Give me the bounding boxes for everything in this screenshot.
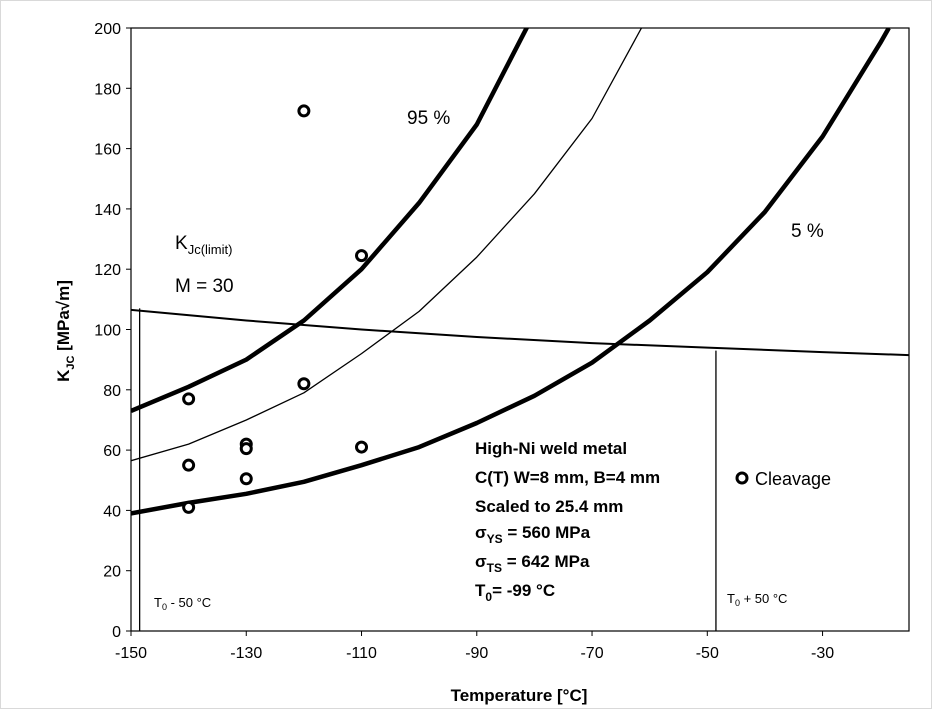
data-point <box>355 440 369 454</box>
x-tick-label: -90 <box>465 645 488 662</box>
curve-median <box>131 28 643 462</box>
x-axis-title: Temperature [°C] <box>451 686 588 705</box>
x-tick-label: -30 <box>811 645 834 662</box>
y-tick-label: 180 <box>94 81 121 98</box>
info-t0: T0= -99 °C <box>475 581 555 604</box>
legend: Cleavage <box>735 469 831 489</box>
data-point-layer <box>182 104 369 514</box>
x-tick-label: -150 <box>115 645 147 662</box>
curve-95-percent <box>131 28 530 413</box>
x-tick-label: -130 <box>230 645 262 662</box>
t0-plus-label: T0 + 50 °C <box>727 591 787 608</box>
legend-label: Cleavage <box>755 469 831 489</box>
y-tick-label: 20 <box>103 564 121 581</box>
data-point <box>355 249 369 263</box>
info-box: High-Ni weld metal C(T) W=8 mm, B=4 mm S… <box>475 439 660 604</box>
x-tick-label: -70 <box>580 645 603 662</box>
data-point <box>239 472 253 486</box>
y-tick-label: 60 <box>103 443 121 460</box>
y-axis-title: KJC [MPa√m] <box>54 280 77 382</box>
reference-line-layer <box>138 308 717 631</box>
y-tick-label: 0 <box>112 624 121 641</box>
y-tick-label: 40 <box>103 503 121 520</box>
y-tick-label: 80 <box>103 383 121 400</box>
data-point <box>239 442 253 456</box>
y-tick-label: 160 <box>94 142 121 159</box>
curve-label-5: 5 % <box>791 221 824 242</box>
curve-5-percent <box>131 28 891 516</box>
info-tensile-strength: σTS = 642 MPa <box>475 552 590 575</box>
data-point <box>182 392 196 406</box>
t0-minus-label: T0 - 50 °C <box>154 595 211 612</box>
y-tick-label: 120 <box>94 262 121 279</box>
x-tick-label: -50 <box>696 645 719 662</box>
legend-marker <box>735 471 749 485</box>
klimit-label: KJc(limit) <box>175 233 232 257</box>
tick-label-layer: 0 20 40 60 80 100 120 140 160 180 200 -150 -130 -110 -… <box>94 21 834 662</box>
klimit-line <box>131 308 909 357</box>
y-tick-label: 100 <box>94 323 121 340</box>
info-yield-strength: σYS = 560 MPa <box>475 523 591 546</box>
data-point <box>297 377 311 391</box>
data-point <box>182 500 196 514</box>
x-tick-label: -110 <box>346 645 377 662</box>
m-value-label: M = 30 <box>175 276 234 297</box>
curve-layer <box>131 28 909 516</box>
y-tick-label: 200 <box>94 21 121 38</box>
data-point <box>297 104 311 118</box>
info-scaling: Scaled to 25.4 mm <box>475 497 623 516</box>
info-specimen: C(T) W=8 mm, B=4 mm <box>475 468 660 487</box>
curve-label-95: 95 % <box>407 108 450 129</box>
y-tick-label: 140 <box>94 202 121 219</box>
info-material: High-Ni weld metal <box>475 439 627 458</box>
data-point <box>182 458 196 472</box>
